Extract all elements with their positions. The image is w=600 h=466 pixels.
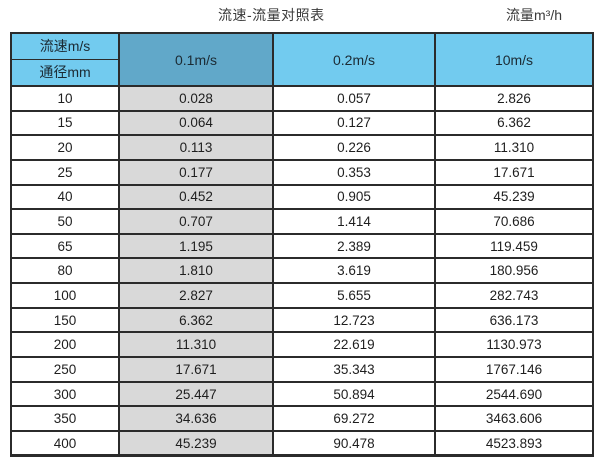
flow-cell-0-1ms: 0.177 (118, 158, 274, 186)
diameter-cell: 100 (10, 282, 120, 309)
flow-cell-10ms: 119.459 (434, 232, 594, 260)
flow-cell-10ms: 2544.690 (434, 380, 594, 408)
diameter-cell: 40 (10, 183, 120, 211)
flow-cell-0-2ms: 0.226 (272, 134, 436, 161)
table-row: 10 0.028 0.057 2.826 (10, 85, 594, 112)
flow-cell-10ms: 70.686 (434, 208, 594, 235)
flow-cell-0-1ms: 25.447 (118, 380, 274, 408)
flow-cell-0-1ms: 0.028 (118, 85, 274, 112)
diameter-cell: 25 (10, 158, 120, 186)
table-row: 100 2.827 5.655 282.743 (10, 282, 594, 309)
flow-cell-0-2ms: 12.723 (272, 306, 436, 334)
diameter-cell: 150 (10, 306, 120, 334)
flow-cell-10ms: 11.310 (434, 134, 594, 161)
table-title: 流速-流量对照表 (218, 7, 325, 23)
table-row: 40 0.452 0.905 45.239 (10, 183, 594, 211)
table-row: 350 34.636 69.272 3463.606 (10, 405, 594, 432)
diameter-cell: 250 (10, 356, 120, 383)
flow-cell-0-2ms: 90.478 (272, 429, 436, 458)
flow-cell-0-1ms: 11.310 (118, 331, 274, 359)
table-row: 50 0.707 1.414 70.686 (10, 208, 594, 235)
table-row: 20 0.113 0.226 11.310 (10, 134, 594, 161)
flow-cell-0-1ms: 1.195 (118, 232, 274, 260)
flow-cell-10ms: 1130.973 (434, 331, 594, 359)
flow-cell-10ms: 2.826 (434, 85, 594, 112)
table-row: 25 0.177 0.353 17.671 (10, 158, 594, 186)
flow-cell-10ms: 282.743 (434, 282, 594, 309)
table-row: 15 0.064 0.127 6.362 (10, 109, 594, 137)
flow-cell-10ms: 6.362 (434, 109, 594, 137)
header-col-0-2ms: 0.2m/s (272, 32, 436, 87)
flow-cell-0-2ms: 5.655 (272, 282, 436, 309)
flow-cell-0-2ms: 0.127 (272, 109, 436, 137)
flow-cell-0-1ms: 0.113 (118, 134, 274, 161)
diameter-cell: 65 (10, 232, 120, 260)
flow-cell-0-2ms: 69.272 (272, 405, 436, 432)
table-row: 250 17.671 35.343 1767.146 (10, 356, 594, 383)
flow-cell-10ms: 4523.893 (434, 429, 594, 458)
diameter-cell: 10 (10, 85, 120, 112)
flow-cell-0-1ms: 45.239 (118, 429, 274, 458)
flow-cell-0-1ms: 17.671 (118, 356, 274, 383)
diameter-cell: 400 (10, 429, 120, 458)
header-col-0-1ms: 0.1m/s (118, 32, 274, 87)
flow-cell-0-2ms: 50.894 (272, 380, 436, 408)
table-header: 流速m/s 0.1m/s 0.2m/s 10m/s 通径mm (10, 32, 594, 87)
diameter-cell: 20 (10, 134, 120, 161)
flow-cell-0-2ms: 0.353 (272, 158, 436, 186)
table-row: 80 1.810 3.619 180.956 (10, 257, 594, 285)
flow-cell-0-1ms: 34.636 (118, 405, 274, 432)
table-row: 200 11.310 22.619 1130.973 (10, 331, 594, 359)
flow-cell-0-2ms: 1.414 (272, 208, 436, 235)
flow-cell-10ms: 180.956 (434, 257, 594, 285)
flow-cell-0-1ms: 0.064 (118, 109, 274, 137)
table-row: 65 1.195 2.389 119.459 (10, 232, 594, 260)
flow-cell-10ms: 17.671 (434, 158, 594, 186)
flow-cell-10ms: 3463.606 (434, 405, 594, 432)
table-row: 300 25.447 50.894 2544.690 (10, 380, 594, 408)
flow-cell-0-2ms: 22.619 (272, 331, 436, 359)
top-bar: 流速-流量对照表 流量m³/h (0, 0, 600, 30)
flow-rate-table: 流速m/s 0.1m/s 0.2m/s 10m/s 通径mm 10 0.028 … (10, 32, 594, 458)
header-col-10ms: 10m/s (434, 32, 594, 87)
diameter-cell: 300 (10, 380, 120, 408)
diameter-cell: 50 (10, 208, 120, 235)
flow-cell-10ms: 1767.146 (434, 356, 594, 383)
flow-cell-10ms: 45.239 (434, 183, 594, 211)
flow-cell-0-1ms: 6.362 (118, 306, 274, 334)
table-body: 10 0.028 0.057 2.826 15 0.064 0.127 6.36… (10, 85, 594, 458)
flow-cell-0-1ms: 2.827 (118, 282, 274, 309)
header-velocity-label: 流速m/s (10, 32, 120, 60)
flow-cell-0-2ms: 2.389 (272, 232, 436, 260)
diameter-cell: 80 (10, 257, 120, 285)
header-diameter-label: 通径mm (10, 58, 120, 87)
flow-cell-0-1ms: 0.707 (118, 208, 274, 235)
flow-cell-10ms: 636.173 (434, 306, 594, 334)
flow-cell-0-1ms: 0.452 (118, 183, 274, 211)
diameter-cell: 200 (10, 331, 120, 359)
flow-cell-0-2ms: 0.905 (272, 183, 436, 211)
flow-cell-0-2ms: 3.619 (272, 257, 436, 285)
table-row: 400 45.239 90.478 4523.893 (10, 429, 594, 458)
diameter-cell: 15 (10, 109, 120, 137)
flow-cell-0-2ms: 0.057 (272, 85, 436, 112)
flow-cell-0-1ms: 1.810 (118, 257, 274, 285)
table-row: 150 6.362 12.723 636.173 (10, 306, 594, 334)
diameter-cell: 350 (10, 405, 120, 432)
flow-cell-0-2ms: 35.343 (272, 356, 436, 383)
flow-unit-label: 流量m³/h (506, 7, 562, 23)
